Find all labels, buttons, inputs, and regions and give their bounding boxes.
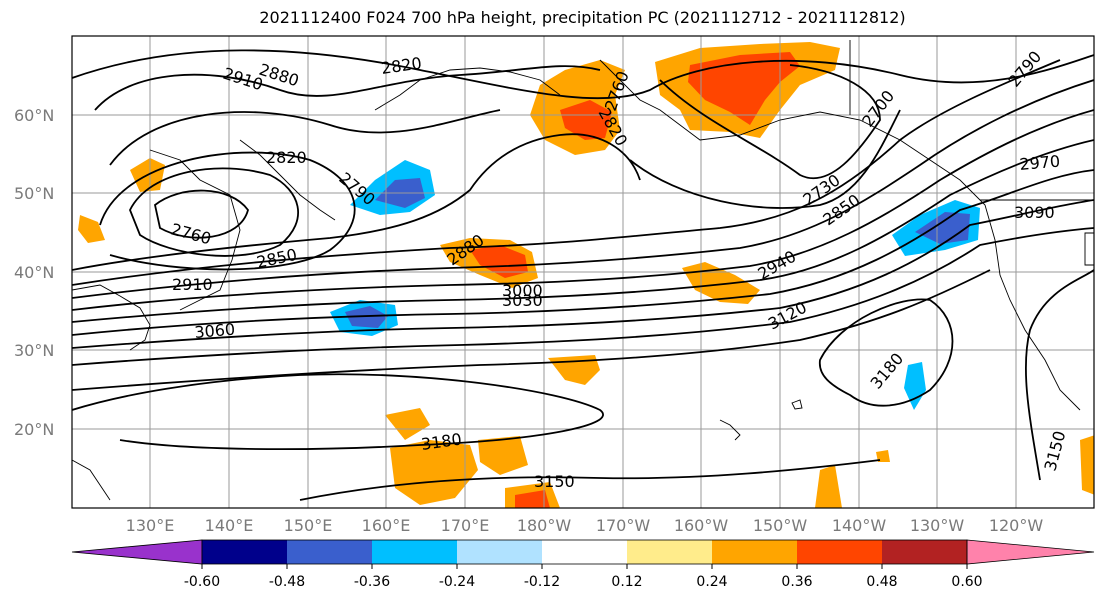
shade-south-4 [478, 436, 528, 475]
lat-label: 60°N [14, 106, 54, 125]
colorbar-tick-label: 0.48 [866, 574, 897, 590]
colorbar-cell-8 [797, 540, 882, 564]
lon-label: 180°W [517, 516, 572, 535]
colorbar-tick-label: 0.60 [951, 574, 982, 590]
lon-label: 170°E [441, 516, 490, 535]
contour-label: 2760 [169, 220, 213, 249]
shade-south-6 [815, 465, 842, 508]
colorbar-tick-label: -0.36 [354, 574, 390, 590]
shade-south-2 [385, 408, 430, 440]
shade-west-2 [78, 215, 105, 243]
contour-label: 3150 [1041, 429, 1070, 473]
colorbar-tick-label: 0.36 [781, 574, 812, 590]
colorbar-cell-1 [202, 540, 287, 564]
contour-label-group: 2880 2820 2790 2910 2760 2820 2790 2760 … [169, 47, 1069, 491]
shade-subtrop-neg-core [345, 306, 388, 328]
lon-label: 130°W [910, 516, 965, 535]
colorbar-tick-label: -0.60 [184, 574, 220, 590]
plot-frame [71, 35, 1095, 509]
lat-label: 50°N [14, 184, 54, 203]
contour-label: 3180 [867, 349, 908, 392]
lat-label: 30°N [14, 341, 54, 360]
colorbar-frame [201, 539, 968, 565]
contour-label: 3120 [765, 298, 810, 334]
contour-label: 2850 [255, 245, 299, 272]
shade-east [682, 262, 760, 304]
colorbar-cell-7 [712, 540, 797, 564]
shade-south-5-core [515, 490, 550, 508]
lon-label: 150°E [284, 516, 333, 535]
shade-south-3 [390, 440, 478, 505]
colorbar-cell-4 [457, 540, 542, 564]
contour-label: 3060 [194, 320, 236, 342]
lon-label: 160°E [362, 516, 411, 535]
map-title: 2021112400 F024 700 hPa height, precipit… [259, 8, 906, 27]
lon-label: 150°W [753, 516, 808, 535]
colorbar-cell-2 [287, 540, 372, 564]
contour-label: 2910 [221, 64, 266, 95]
colorbar-cell-3 [372, 540, 457, 564]
contour-label: 3030 [502, 291, 543, 310]
lat-label: 40°N [14, 263, 54, 282]
colorbar: -0.60 -0.48 -0.36 -0.24 -0.12 0.12 0.24 … [71, 539, 1095, 590]
lon-label: 140°E [205, 516, 254, 535]
lon-label: 130°E [126, 516, 175, 535]
shade-east-neg [904, 362, 926, 410]
colorbar-tick-label: -0.12 [524, 574, 560, 590]
colorbar-tick-label: 0.24 [696, 574, 727, 590]
lon-label: 160°W [674, 516, 729, 535]
contour-label: 3000 [502, 281, 543, 300]
contour-label: 2820 [266, 148, 307, 167]
colorbar-cell-0 [71, 539, 203, 565]
shade-central-core [470, 245, 528, 278]
latitude-labels: 60°N 50°N 40°N 30°N 20°N [14, 106, 54, 439]
lon-label: 170°W [596, 516, 651, 535]
colorbar-tick-label: -0.24 [439, 574, 475, 590]
colorbar-cell-5 [542, 540, 627, 564]
colorbar-tick-label: 0.12 [611, 574, 642, 590]
colorbar-cell-9 [882, 540, 967, 564]
lon-label: 120°W [989, 516, 1044, 535]
gridlines [72, 36, 1094, 508]
lat-label: 20°N [14, 420, 54, 439]
contour-label: 3090 [1014, 203, 1055, 222]
colorbar-cell-10 [966, 539, 1095, 565]
height-contours [72, 49, 1094, 501]
shade-south-8 [876, 450, 890, 462]
shade-south-7 [1080, 435, 1094, 495]
shade-alaska-core [688, 52, 800, 125]
contour-label: 2910 [172, 275, 213, 294]
longitude-labels: 130°E 140°E 150°E 160°E 170°E 180°W 170°… [126, 516, 1044, 535]
contour-label: 2970 [1019, 152, 1061, 174]
lon-label: 140°W [832, 516, 887, 535]
contour-label: 3150 [534, 472, 575, 491]
colorbar-tick-label: -0.48 [269, 574, 305, 590]
colorbar-ticks [201, 564, 968, 569]
shade-bering-core [560, 100, 612, 140]
colorbar-cell-6 [627, 540, 712, 564]
shade-westcoast-neg-core [915, 212, 970, 244]
